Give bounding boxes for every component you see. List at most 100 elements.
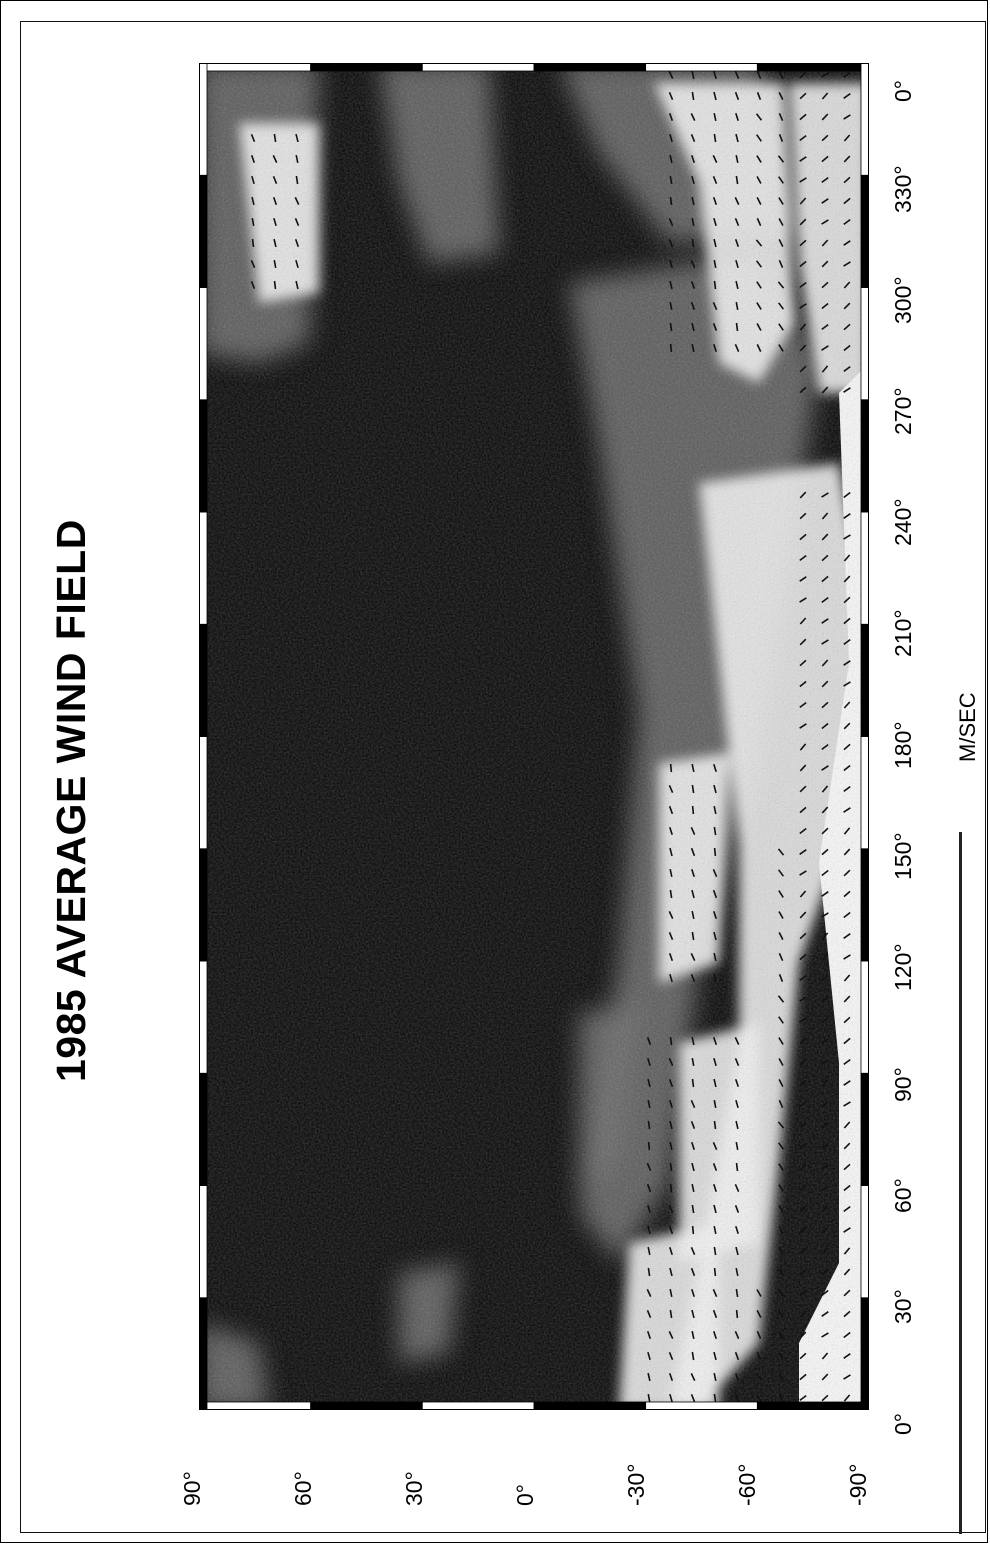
wind-arrow [712, 323, 718, 331]
wind-arrow [295, 154, 299, 164]
wind-arrow [669, 1162, 673, 1172]
wind-arrow [778, 1226, 784, 1234]
wind-arrow [821, 92, 829, 100]
wind-arrow [799, 92, 807, 100]
wind-arrow [690, 1373, 696, 1381]
wind-arrow [647, 1393, 651, 1403]
wind-vector-arrows [250, 70, 851, 1403]
wind-arrow [799, 1310, 807, 1318]
latitude-border-segment [533, 63, 647, 72]
wind-arrow [713, 1078, 717, 1088]
longitude-tick-label: 30° [890, 1289, 916, 1324]
wind-arrow [734, 1057, 740, 1067]
wind-arrow [691, 1141, 695, 1151]
wind-arrow [756, 323, 762, 331]
wind-arrow [821, 1373, 829, 1381]
wind-arrow [755, 260, 763, 268]
wind-arrow [294, 217, 300, 227]
wind-arrow [821, 512, 829, 520]
wind-arrow [799, 365, 807, 373]
longitude-border-segment [860, 960, 869, 1074]
wind-arrow [799, 1352, 807, 1360]
wind-arrow [668, 931, 674, 941]
wind-arrow [713, 280, 717, 290]
wind-arrow [843, 71, 851, 79]
wind-arrow [777, 155, 785, 163]
wind-arrow [712, 889, 718, 899]
wind-arrow [778, 1099, 784, 1109]
wind-arrow [843, 933, 851, 939]
wind-arrow [821, 1247, 829, 1255]
wind-arrow [778, 1079, 784, 1087]
longitude-border-segment [199, 960, 208, 1074]
wind-arrow [691, 1162, 695, 1172]
wind-arrow [735, 112, 739, 122]
wind-arrow [843, 1331, 851, 1339]
longitude-border-segment [199, 174, 208, 288]
wind-arrow [843, 722, 851, 730]
wind-arrow [669, 1183, 673, 1193]
wind-arrow [691, 301, 695, 311]
wind-arrow [646, 1289, 652, 1297]
wind-arrow [843, 1037, 851, 1045]
wind-arrow [821, 72, 829, 78]
wind-arrow [691, 238, 695, 248]
wind-arrow [734, 1351, 740, 1361]
latitude-border-segment [199, 63, 312, 72]
wind-arrow [668, 239, 674, 247]
wind-arrow [843, 1121, 851, 1129]
wind-arrow [713, 1393, 717, 1403]
wind-arrow [756, 217, 762, 227]
latitude-tick-label: 0° [512, 1484, 538, 1506]
longitude-tick-label: 180° [890, 720, 916, 769]
wind-arrow [821, 554, 829, 562]
wind-arrow [690, 113, 696, 121]
wind-arrow [691, 1351, 695, 1361]
wind-arrow [778, 911, 784, 919]
wind-arrow [756, 302, 762, 310]
longitude-tick-label: 210° [890, 609, 916, 658]
wind-arrow [843, 1268, 851, 1276]
wind-arrow [843, 114, 851, 120]
wind-arrow [735, 1099, 739, 1109]
wind-arrow [691, 784, 695, 794]
wind-arrow [669, 1036, 673, 1046]
wind-arrow [712, 1163, 718, 1171]
wind-arrow [843, 155, 851, 163]
wind-arrow [843, 218, 851, 226]
wind-arrow [821, 365, 829, 373]
wind-arrow [843, 1227, 851, 1233]
longitude-tick-label: 120° [890, 943, 916, 991]
latitude-border-segment [645, 63, 758, 72]
wind-arrow [713, 259, 717, 269]
wind-arrow [756, 197, 762, 205]
wind-arrow [821, 1311, 829, 1317]
wind-arrow [668, 71, 674, 79]
wind-arrow [669, 847, 673, 857]
longitude-border-segment [199, 1185, 208, 1299]
wind-arrow [843, 344, 851, 352]
wind-arrow [799, 870, 807, 876]
wind-arrow [777, 848, 785, 856]
wind-arrow [843, 660, 851, 666]
wind-arrow [843, 93, 851, 99]
wind-arrow [799, 491, 807, 499]
wind-arrow [799, 1226, 807, 1234]
wind-arrow [799, 1058, 807, 1066]
wind-arrow [668, 217, 674, 227]
wind-arrow [778, 1037, 784, 1045]
map-border-ticks [199, 63, 869, 1410]
wind-arrow [821, 1205, 829, 1213]
latitude-border-segment [756, 63, 869, 72]
wind-arrow [843, 491, 851, 499]
wind-arrow [755, 239, 763, 247]
wind-arrow [799, 1373, 807, 1381]
wind-arrow [691, 1204, 695, 1214]
wind-arrow [821, 596, 829, 604]
longitude-border-segment [199, 736, 208, 850]
wind-arrow [799, 597, 807, 603]
wind-arrow [799, 576, 807, 582]
wind-arrow [799, 953, 807, 961]
longitude-border-segment [199, 848, 208, 962]
wind-arrow [734, 1205, 740, 1213]
